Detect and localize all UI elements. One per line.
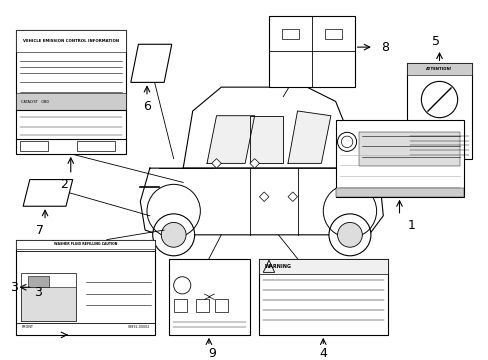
Circle shape	[161, 222, 185, 247]
Text: 3: 3	[34, 285, 42, 298]
Text: 2: 2	[60, 178, 68, 191]
Bar	[77, 141, 115, 151]
Bar	[21, 273, 76, 321]
Polygon shape	[287, 111, 330, 163]
Polygon shape	[287, 192, 297, 202]
Bar	[407, 63, 471, 75]
Text: VEHICLE EMISSION CONTROL INFORMATION: VEHICLE EMISSION CONTROL INFORMATION	[23, 39, 119, 43]
Text: FRONT: FRONT	[21, 325, 33, 329]
Bar	[359, 132, 459, 166]
Text: 1: 1	[407, 219, 415, 232]
Circle shape	[328, 214, 370, 256]
Text: 5: 5	[431, 35, 439, 48]
FancyBboxPatch shape	[17, 30, 126, 154]
Text: ATTENTION!: ATTENTION!	[426, 67, 452, 71]
Bar	[259, 258, 387, 274]
Circle shape	[173, 277, 190, 294]
Bar	[17, 240, 154, 249]
Polygon shape	[140, 168, 383, 235]
Bar	[214, 299, 227, 312]
Text: 08892-00002: 08892-00002	[127, 325, 149, 329]
Circle shape	[337, 222, 362, 247]
Polygon shape	[211, 159, 221, 168]
Bar	[17, 240, 154, 335]
FancyBboxPatch shape	[407, 63, 471, 159]
Polygon shape	[23, 180, 73, 206]
Text: CATALYST   OBD: CATALYST OBD	[21, 100, 49, 104]
Polygon shape	[259, 192, 268, 202]
Text: 8: 8	[381, 41, 388, 54]
Bar	[20, 141, 47, 151]
Text: 9: 9	[207, 347, 215, 360]
Bar	[268, 16, 354, 87]
Text: WARNING: WARNING	[264, 264, 291, 269]
Text: 7: 7	[36, 224, 44, 237]
Bar	[168, 258, 249, 335]
Bar	[335, 121, 463, 197]
Polygon shape	[249, 159, 259, 168]
Text: 4: 4	[319, 347, 326, 360]
Polygon shape	[206, 116, 254, 163]
Bar	[17, 30, 126, 52]
Polygon shape	[249, 116, 283, 163]
Bar	[195, 299, 208, 312]
Polygon shape	[130, 44, 171, 82]
Bar	[173, 299, 186, 312]
Polygon shape	[183, 87, 354, 168]
Circle shape	[152, 214, 194, 256]
Bar	[259, 258, 387, 335]
Text: 3: 3	[10, 281, 18, 294]
Text: WASHER FLUID REFILLING CAUTION: WASHER FLUID REFILLING CAUTION	[54, 242, 117, 246]
Bar	[21, 287, 76, 321]
Bar	[28, 276, 48, 287]
Bar	[324, 28, 341, 39]
Bar	[17, 93, 126, 111]
Bar	[281, 28, 298, 39]
Text: 6: 6	[143, 100, 151, 113]
Bar	[335, 188, 463, 197]
